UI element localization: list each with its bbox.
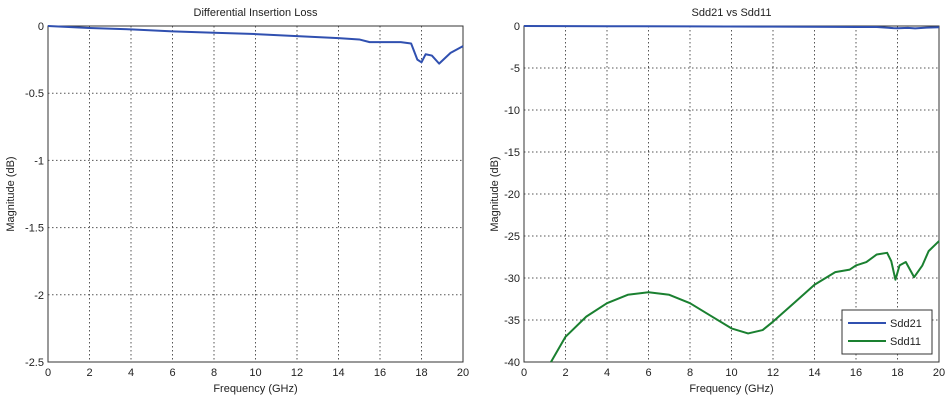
x-tick-label: 16 (850, 367, 862, 379)
y-axis-label: Magnitude (dB) (5, 156, 17, 231)
x-tick-label: 2 (86, 367, 92, 379)
x-tick-label: 8 (687, 367, 693, 379)
x-tick-label: 6 (645, 367, 651, 379)
legend-label: Sdd11 (890, 336, 921, 348)
x-tick-label: 0 (45, 367, 51, 379)
y-tick-label: -15 (504, 147, 520, 159)
chart-title: Differential Insertion Loss (194, 7, 318, 19)
y-tick-label: 0 (514, 21, 520, 33)
legend-label: Sdd21 (890, 318, 922, 330)
y-tick-label: -25 (504, 231, 520, 243)
x-tick-label: 4 (128, 367, 134, 379)
series-line-sdd11 (550, 240, 940, 363)
x-tick-label: 16 (374, 367, 386, 379)
chart-1: 0 2 4 6 8 10 12 14 16 18 20 0 -5 -10 -15 -20 -25 -30 -35 -4… (489, 7, 945, 395)
series-line-sdd21 (523, 25, 940, 30)
y-tick-label: 0 (38, 21, 44, 33)
series-line-0 (47, 25, 464, 65)
y-tick-label: -30 (504, 273, 520, 285)
chart-title: Sdd21 vs Sdd11 (692, 7, 772, 19)
x-tick-label: 4 (604, 367, 610, 379)
chart-0: 0 2 4 6 8 10 12 14 16 18 20 0 -0.5 -1 -1.5 -2 -2.5 Differ… (5, 7, 469, 395)
x-tick-label: 2 (562, 367, 568, 379)
legend: Sdd21 Sdd11 (841, 309, 933, 355)
y-axis-label: Magnitude (dB) (489, 156, 501, 231)
y-tick-label: -5 (510, 63, 520, 75)
x-tick-label: 20 (933, 367, 945, 379)
x-tick-label: 0 (521, 367, 527, 379)
x-axis-label: Frequency (GHz) (689, 383, 773, 395)
y-tick-label: -20 (504, 189, 520, 201)
x-axis-label: Frequency (GHz) (213, 383, 297, 395)
x-tick-label: 18 (415, 367, 427, 379)
y-tick-label: -1.5 (25, 223, 44, 235)
y-tick-label: -35 (504, 315, 520, 327)
x-tick-label: 12 (767, 367, 779, 379)
y-tick-label: -0.5 (25, 88, 44, 100)
y-tick-label: -1 (34, 155, 44, 167)
x-tick-label: 20 (457, 367, 469, 379)
y-tick-label: -2.5 (25, 357, 44, 369)
y-tick-label: -2 (34, 290, 44, 302)
x-tick-label: 12 (291, 367, 303, 379)
x-tick-label: 14 (332, 367, 344, 379)
plot-frame (47, 25, 464, 363)
x-tick-label: 6 (169, 367, 175, 379)
y-tick-label: -40 (504, 357, 520, 369)
x-tick-label: 8 (211, 367, 217, 379)
x-tick-label: 14 (808, 367, 820, 379)
x-tick-label: 10 (725, 367, 737, 379)
legend-box (841, 309, 933, 355)
x-tick-label: 18 (891, 367, 903, 379)
y-tick-label: -10 (504, 105, 520, 117)
x-tick-label: 10 (249, 367, 261, 379)
